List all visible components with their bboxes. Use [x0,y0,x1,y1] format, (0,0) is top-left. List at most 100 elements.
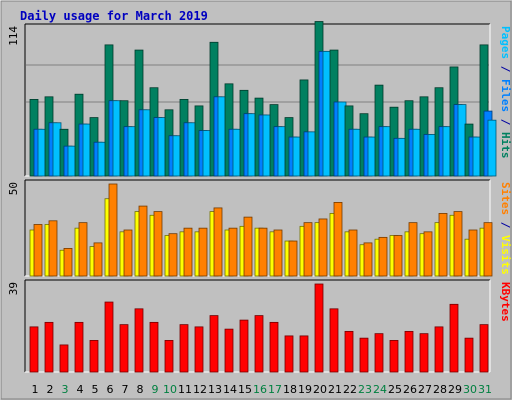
bar-sites-day-12 [198,227,208,277]
y-axis-max-label: 114 [7,26,20,46]
bar-sites-day-27 [423,231,433,277]
bar-sites-day-19 [303,222,313,277]
bar-sites-day-30 [468,229,478,277]
bar-pages-day-31 [487,119,497,177]
panel-legend: Sites / Visits [499,182,512,275]
bar-sites-day-2 [48,220,58,277]
x-tick-label-day-1: 1 [32,383,39,396]
x-tick-label-day-21: 21 [328,383,342,396]
legend-entry: KBytes [499,282,512,322]
x-tick-label-day-16: 16 [253,383,267,396]
bar-kbytes-day-4 [74,321,84,373]
bar-kbytes-day-27 [419,333,429,373]
bar-kbytes-day-14 [224,328,234,373]
bar-kbytes-day-18 [284,335,294,373]
bar-kbytes-day-16 [254,315,264,373]
x-tick-label-day-31: 31 [478,383,492,396]
x-tick-label-day-14: 14 [223,383,237,396]
bar-sites-day-13 [213,207,223,277]
x-tick-label-day-30: 30 [463,383,477,396]
bar-kbytes-day-30 [464,337,474,373]
bar-sites-day-9 [153,211,163,277]
x-tick-label-day-24: 24 [373,383,387,396]
x-tick-label-day-25: 25 [388,383,402,396]
panel-visits-sites: 50 Sites / Visits [7,179,512,277]
bar-kbytes-day-11 [179,324,189,373]
bar-kbytes-day-21 [329,308,339,373]
x-tick-label-day-23: 23 [358,383,372,396]
y-axis-max-label: 39 [7,282,20,295]
x-tick-label-day-7: 7 [122,383,129,396]
bar-kbytes-day-13 [209,315,219,373]
bar-kbytes-day-2 [44,321,54,373]
y-axis-max-label: 50 [7,182,20,195]
bar-kbytes-day-22 [344,330,354,373]
bar-sites-day-17 [273,229,283,277]
bar-kbytes-day-15 [239,319,249,373]
x-tick-label-day-2: 2 [47,383,54,396]
x-axis-day-labels: 1 2 3 4 5 6 7 8 9 10 11 12 13 14 15 16 17 18 19 20 21 22 23 24 2… [32,383,493,396]
chart-title: Daily usage for March 2019 [20,9,208,23]
bar-kbytes-day-7 [119,324,129,373]
bar-sites-day-5 [93,242,103,277]
bar-sites-day-3 [63,247,73,277]
x-tick-label-day-19: 19 [298,383,312,396]
x-tick-label-day-3: 3 [62,383,69,396]
bar-kbytes-day-3 [59,344,69,373]
bar-sites-day-18 [288,240,298,277]
bar-kbytes-day-8 [134,308,144,373]
bar-sites-day-22 [348,229,358,277]
x-tick-label-day-6: 6 [107,383,114,396]
bar-sites-day-25 [393,235,403,277]
bar-kbytes-day-6 [104,301,114,373]
bar-kbytes-day-31 [479,324,489,373]
bar-sites-day-28 [438,213,448,277]
legend-entry: Files [499,79,512,112]
bar-sites-day-10 [168,233,178,277]
bar-sites-day-16 [258,227,268,277]
bar-sites-day-24 [378,236,388,277]
panel-legend: Pages / Files / Hits [499,26,512,159]
bar-kbytes-day-1 [29,326,39,373]
bar-sites-day-7 [123,229,133,277]
bar-sites-day-21 [333,201,343,277]
x-tick-label-day-8: 8 [137,383,144,396]
bar-sites-day-26 [408,222,418,277]
bar-sites-day-1 [33,224,43,277]
bar-sites-day-6 [108,183,118,277]
x-tick-label-day-4: 4 [77,383,84,396]
bar-sites-day-29 [453,211,463,277]
x-tick-label-day-11: 11 [178,383,192,396]
panel-kbytes: 39 KBytes [7,279,512,373]
legend-entry: / [499,59,512,79]
bar-kbytes-day-9 [149,321,159,373]
bar-kbytes-day-26 [404,330,414,373]
legend-entry: Pages [499,26,512,59]
bar-sites-day-15 [243,216,253,277]
bar-kbytes-day-29 [449,303,459,373]
bar-kbytes-day-10 [164,340,174,373]
bar-kbytes-day-23 [359,337,369,373]
x-tick-label-day-13: 13 [208,383,222,396]
legend-entry: Sites [499,182,512,215]
x-tick-label-day-26: 26 [403,383,417,396]
legend-entry: Visits [499,235,512,275]
x-tick-label-day-28: 28 [433,383,447,396]
bar-kbytes-day-12 [194,326,204,373]
panel-hits-files-pages: 114 Pages / Files / Hits [7,21,512,177]
bar-sites-day-31 [483,222,493,277]
legend-entry: / [499,215,512,235]
x-tick-label-day-22: 22 [343,383,357,396]
bar-kbytes-day-28 [434,326,444,373]
bar-sites-day-4 [78,222,88,277]
x-tick-label-day-20: 20 [313,383,327,396]
bar-kbytes-day-24 [374,333,384,373]
bar-sites-day-20 [318,218,328,277]
x-tick-label-day-9: 9 [152,383,159,396]
x-tick-label-day-17: 17 [268,383,282,396]
x-tick-label-day-12: 12 [193,383,207,396]
bar-kbytes-day-25 [389,340,399,373]
bar-sites-day-14 [228,227,238,277]
